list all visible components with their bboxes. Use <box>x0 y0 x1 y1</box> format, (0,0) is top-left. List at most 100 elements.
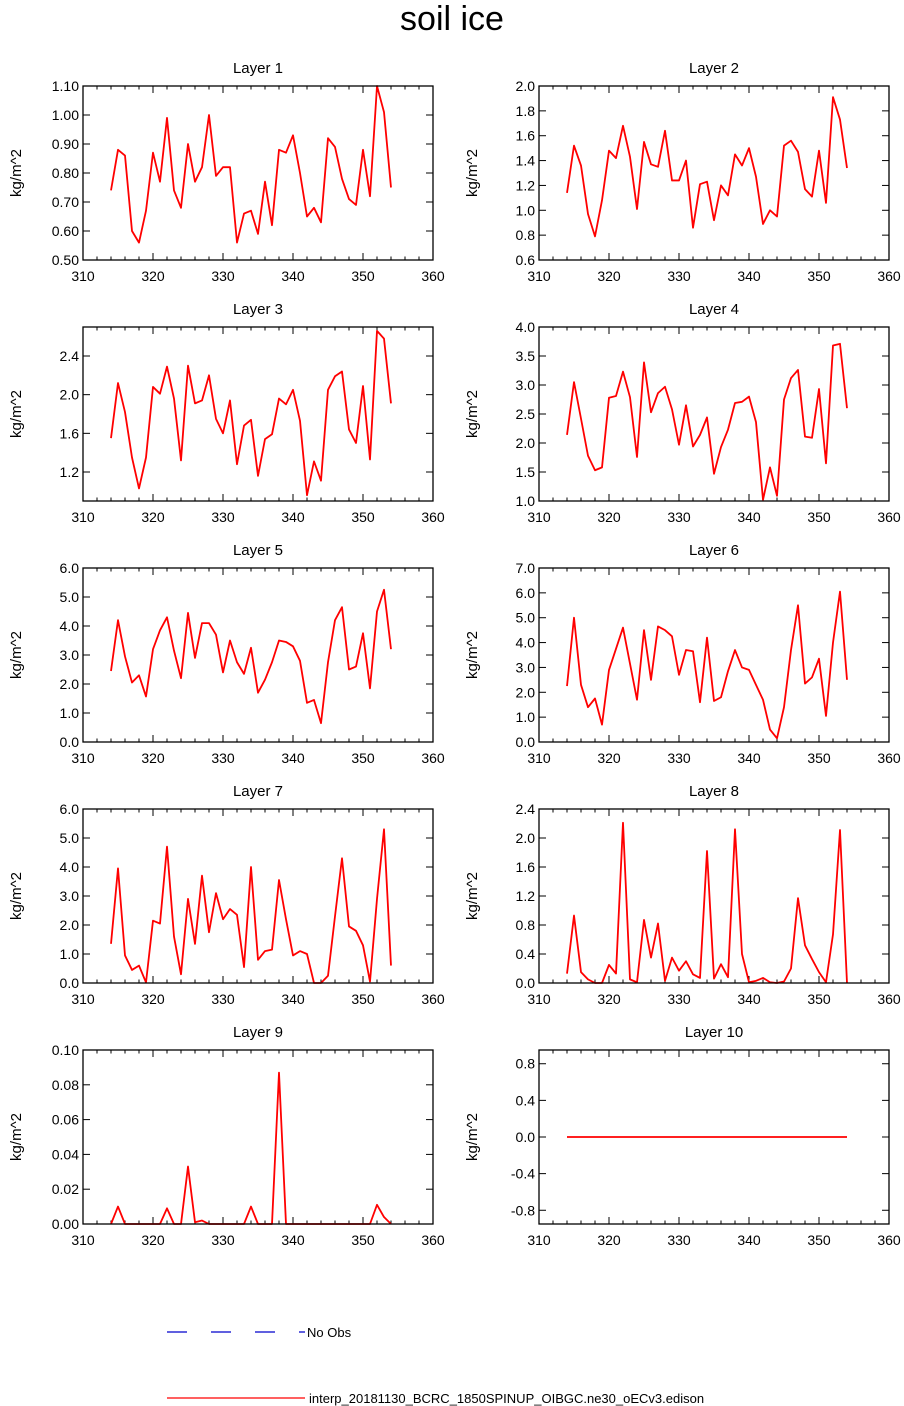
data-point <box>811 195 813 197</box>
data-point <box>699 183 701 185</box>
data-point <box>818 658 820 660</box>
data-point <box>804 1136 806 1138</box>
y-tick-label: 4.0 <box>60 859 80 875</box>
data-point <box>362 632 364 634</box>
y-tick-label: 0.50 <box>52 252 79 268</box>
data-point <box>706 181 708 183</box>
data-point <box>131 456 133 458</box>
data-point <box>229 639 231 641</box>
x-tick-label: 310 <box>71 750 95 766</box>
data-point <box>762 977 764 979</box>
data-point <box>278 1071 280 1073</box>
data-point <box>629 978 631 980</box>
data-point <box>229 399 231 401</box>
data-point <box>271 224 273 226</box>
data-point <box>734 402 736 404</box>
data-point <box>783 144 785 146</box>
data-point <box>138 241 140 243</box>
data-point <box>306 494 308 496</box>
data-point <box>362 944 364 946</box>
data-point <box>741 401 743 403</box>
x-tick-label: 320 <box>141 268 165 284</box>
data-point <box>117 619 119 621</box>
data-point <box>573 1136 575 1138</box>
panel-title: Layer 8 <box>689 783 739 800</box>
data-point <box>124 655 126 657</box>
data-point <box>152 386 154 388</box>
data-point <box>201 875 203 877</box>
y-tick-label: 3.0 <box>516 377 536 393</box>
y-tick-label: 3.5 <box>516 348 536 364</box>
series-line <box>566 590 848 740</box>
legend-model-label: interp_20181130_BCRC_1850SPINUP_OIBGC.ne… <box>309 1391 704 1406</box>
data-point <box>664 1136 666 1138</box>
data-point <box>145 695 147 697</box>
x-tick-label: 340 <box>737 1232 761 1248</box>
data-point <box>748 395 750 397</box>
y-tick-label: 1.5 <box>516 464 536 480</box>
data-point <box>713 700 715 702</box>
data-point <box>818 1136 820 1138</box>
panel-title: Layer 4 <box>689 301 739 318</box>
data-point <box>692 445 694 447</box>
x-tick-label: 320 <box>141 1232 165 1248</box>
data-point <box>334 619 336 621</box>
y-axis-label: kg/m^2 <box>464 1113 481 1161</box>
data-point <box>804 682 806 684</box>
data-point <box>685 960 687 962</box>
data-point <box>706 850 708 852</box>
data-point <box>166 616 168 618</box>
y-tick-label: 2.0 <box>60 676 80 692</box>
data-point <box>587 455 589 457</box>
data-point <box>643 629 645 631</box>
data-point <box>720 696 722 698</box>
data-point <box>811 958 813 960</box>
data-point <box>194 1221 196 1223</box>
data-point <box>257 692 259 694</box>
x-tick-label: 360 <box>421 991 445 1007</box>
data-point <box>285 152 287 154</box>
data-point <box>236 241 238 243</box>
y-tick-label: 1.2 <box>516 177 536 193</box>
x-tick-label: 320 <box>141 991 165 1007</box>
data-point <box>825 715 827 717</box>
data-point <box>264 678 266 680</box>
data-point <box>390 964 392 966</box>
x-tick-label: 340 <box>737 509 761 525</box>
data-point <box>110 943 112 945</box>
data-point <box>727 1136 729 1138</box>
x-tick-label: 360 <box>877 750 901 766</box>
data-point <box>138 964 140 966</box>
series-line <box>566 96 848 238</box>
data-point <box>201 166 203 168</box>
data-point <box>811 676 813 678</box>
data-point <box>124 154 126 156</box>
data-point <box>755 684 757 686</box>
data-point <box>257 959 259 961</box>
data-point <box>566 972 568 974</box>
series-line <box>110 329 392 497</box>
data-point <box>657 922 659 924</box>
data-point <box>229 908 231 910</box>
y-tick-label: 0.8 <box>516 1056 536 1072</box>
panel-layer-8: Layer 8 kg/m^2 310 320 330 340 350 360 0.0 0.4 0.8… <box>464 783 901 1007</box>
y-axis-label: kg/m^2 <box>8 390 25 438</box>
data-point <box>678 179 680 181</box>
data-point <box>685 649 687 651</box>
data-point <box>278 149 280 151</box>
data-point <box>215 418 217 420</box>
y-tick-label: 3.0 <box>516 659 536 675</box>
y-tick-label: 0.0 <box>60 734 80 750</box>
x-tick-label: 360 <box>877 268 901 284</box>
data-point <box>776 737 778 739</box>
data-point <box>615 648 617 650</box>
x-tick-label: 340 <box>737 991 761 1007</box>
data-point <box>839 118 841 120</box>
data-point <box>580 684 582 686</box>
panel-layer-7: Layer 7 kg/m^2 310 320 330 340 350 360 0.0 1.0 2.0… <box>8 783 445 1007</box>
x-tick-label: 360 <box>877 1232 901 1248</box>
panel-title: Layer 3 <box>233 301 283 318</box>
y-tick-label: 0.6 <box>516 252 536 268</box>
y-tick-label: 2.0 <box>60 387 80 403</box>
data-point <box>180 459 182 461</box>
